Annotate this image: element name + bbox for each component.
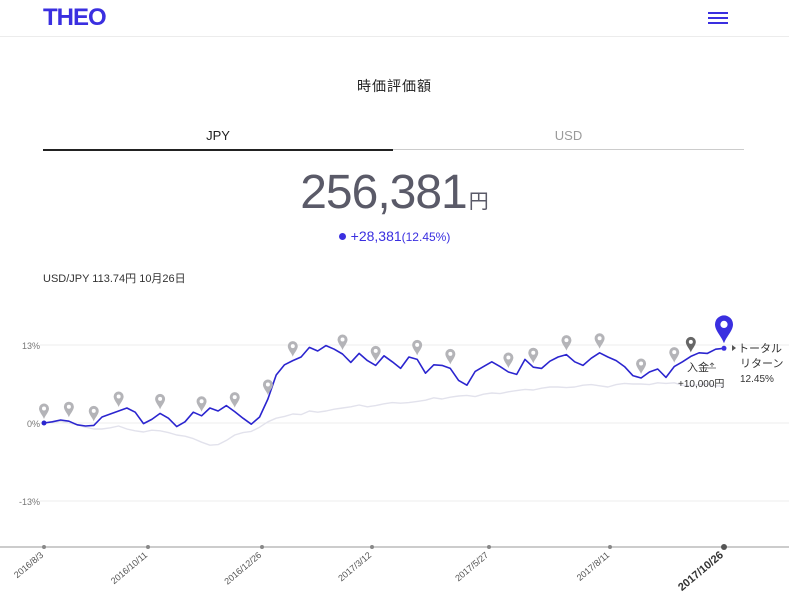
valuation-amount: 256,381 円 [0, 165, 789, 220]
arrow-left-icon [732, 345, 736, 351]
deposit-pin-icon-hole [290, 344, 295, 349]
deposit-pin-icon [594, 333, 605, 349]
deposit-pin-icon [528, 347, 539, 364]
tab-jpy[interactable]: JPY [43, 124, 393, 151]
deposit-pin-icon [669, 347, 680, 363]
deposit-pin-icon-hole [448, 351, 453, 356]
deposit-pin-icon-hole [531, 350, 536, 355]
total-return-label: リターン [740, 357, 783, 370]
deposit-pin-icon [337, 334, 348, 350]
x-tick-dot [487, 545, 491, 549]
deposit-pin-icon-hole [639, 361, 644, 366]
deposit-pin-icon [63, 401, 74, 418]
deposit-amount: +10,000円 [678, 379, 724, 390]
page-title: 時価評価額 [357, 78, 432, 94]
x-tick-label: 2017/10/26 [676, 549, 726, 594]
deposit-pin-icon-hole [597, 336, 602, 341]
x-tick-label: 2017/3/12 [336, 550, 373, 583]
deposit-icon [708, 362, 716, 369]
x-tick-label: 2017/8/11 [575, 550, 612, 583]
deposit-pin-icon-hole [265, 382, 270, 387]
deposit-pin-icon-hole [506, 355, 511, 360]
y-tick-label: 0% [27, 419, 40, 429]
latest-pin-icon [715, 315, 733, 344]
deposit-pin-icon [503, 352, 514, 368]
y-tick-label: 13% [22, 341, 40, 351]
tab-usd[interactable]: USD [393, 124, 744, 150]
hamburger-menu-icon[interactable] [708, 12, 728, 24]
latest-pin-icon-hole [720, 320, 728, 328]
deposit-pin-icon [262, 379, 273, 395]
deposit-label: 入金 [687, 360, 709, 374]
deposit-pin-icon [113, 391, 124, 407]
valuation-change: +28,381(12.45%) [0, 228, 789, 244]
deposit-pin-icon-hole [66, 404, 71, 409]
x-tick-dot [721, 544, 727, 550]
change-percent: (12.45%) [401, 230, 451, 244]
total-return-label: トータル [738, 342, 782, 355]
deposit-pin-icon [196, 396, 207, 412]
deposit-pin-icon-hole [199, 399, 204, 404]
deposit-pin-icon-hole [340, 337, 345, 342]
deposit-pin-icon-hole [232, 395, 237, 400]
start-point [41, 420, 47, 426]
deposit-pin-icon [287, 341, 298, 357]
total-return-line [43, 344, 725, 428]
deposit-pin-icon-hole [158, 396, 163, 401]
x-tick-dot [370, 545, 374, 549]
deposit-pin-icon [561, 335, 572, 351]
deposit-pin-icon-hole [42, 406, 46, 411]
deposit-pin-icon-hole [116, 394, 121, 399]
deposit-pin-icon-hole [688, 339, 693, 344]
x-tick-dot [42, 545, 46, 549]
x-tick-label: 2016/12/26 [222, 550, 263, 587]
change-dot-icon [338, 233, 346, 240]
total-return-value: 12.45% [740, 374, 774, 385]
theo-logo[interactable]: THEO [43, 4, 107, 31]
x-tick-label: 2016/8/3 [12, 550, 45, 580]
deposit-pin-icon-hole [672, 350, 677, 355]
x-tick-dot [260, 545, 264, 549]
x-tick-dot [146, 545, 150, 549]
fx-rate: USD/JPY 113.74円 10月26日 [43, 273, 186, 285]
deposit-pin-icon [445, 348, 456, 365]
currency-tabs: JPY USD [43, 124, 744, 151]
app-header: THEO [0, 0, 789, 37]
x-tick-label: 2016/10/11 [109, 550, 149, 586]
y-tick-label: -13% [19, 497, 40, 507]
deposit-pin-icon [412, 339, 423, 356]
change-amount: +28,381 [350, 228, 402, 244]
deposit-pin-icon-hole [415, 342, 420, 347]
x-tick-label: 2017/5/27 [453, 550, 490, 583]
x-tick-dot [608, 545, 612, 549]
deposit-pin-icon [685, 336, 696, 353]
deposit-pin-icon-hole [91, 408, 96, 413]
deposit-pin-icon [155, 393, 166, 410]
latest-point [721, 345, 727, 351]
benchmark-line [43, 382, 725, 446]
deposit-pin-icon [229, 392, 240, 408]
deposit-pin-icon [88, 405, 99, 422]
deposit-pin-icon [370, 345, 381, 362]
deposit-pin-icon [636, 358, 647, 374]
amount-value: 256,381 [300, 166, 468, 219]
deposit-pin-icon-hole [373, 348, 378, 353]
amount-unit: 円 [468, 191, 489, 213]
deposit-pin-icon-hole [564, 338, 569, 343]
deposit-pin-icon [39, 403, 49, 419]
